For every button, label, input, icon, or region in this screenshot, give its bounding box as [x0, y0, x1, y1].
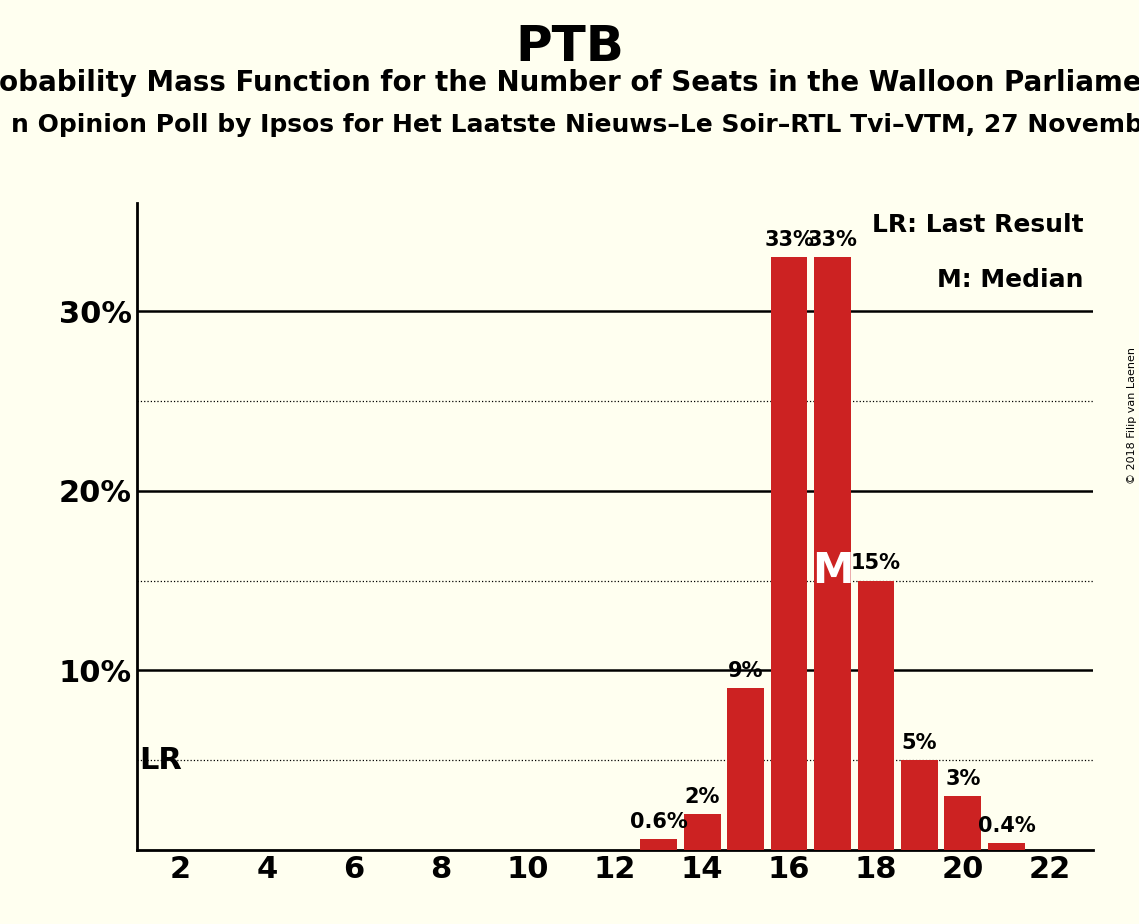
Text: M: Median: M: Median — [937, 268, 1084, 292]
Bar — [858, 580, 894, 850]
Text: 2%: 2% — [685, 787, 720, 807]
Text: © 2018 Filip van Laenen: © 2018 Filip van Laenen — [1126, 347, 1137, 484]
Text: 0.6%: 0.6% — [630, 812, 688, 833]
Bar — [727, 688, 764, 850]
Text: 33%: 33% — [808, 230, 858, 250]
Bar — [770, 257, 808, 850]
Bar — [944, 796, 982, 850]
Text: PTB: PTB — [515, 23, 624, 71]
Text: M: M — [812, 551, 853, 592]
Text: 3%: 3% — [945, 769, 981, 789]
Bar — [814, 257, 851, 850]
Text: LR: LR — [139, 746, 182, 774]
Text: n Opinion Poll by Ipsos for Het Laatste Nieuws–Le Soir–RTL Tvi–VTM, 27 November–: n Opinion Poll by Ipsos for Het Laatste … — [11, 113, 1139, 137]
Text: 5%: 5% — [902, 733, 937, 753]
Bar — [901, 760, 939, 850]
Bar — [988, 843, 1025, 850]
Text: 33%: 33% — [764, 230, 814, 250]
Text: LR: Last Result: LR: Last Result — [872, 213, 1084, 237]
Text: 9%: 9% — [728, 662, 763, 681]
Text: 0.4%: 0.4% — [977, 816, 1035, 835]
Bar — [640, 839, 677, 850]
Text: Probability Mass Function for the Number of Seats in the Walloon Parliament: Probability Mass Function for the Number… — [0, 69, 1139, 97]
Text: 15%: 15% — [851, 553, 901, 574]
Bar — [683, 814, 721, 850]
